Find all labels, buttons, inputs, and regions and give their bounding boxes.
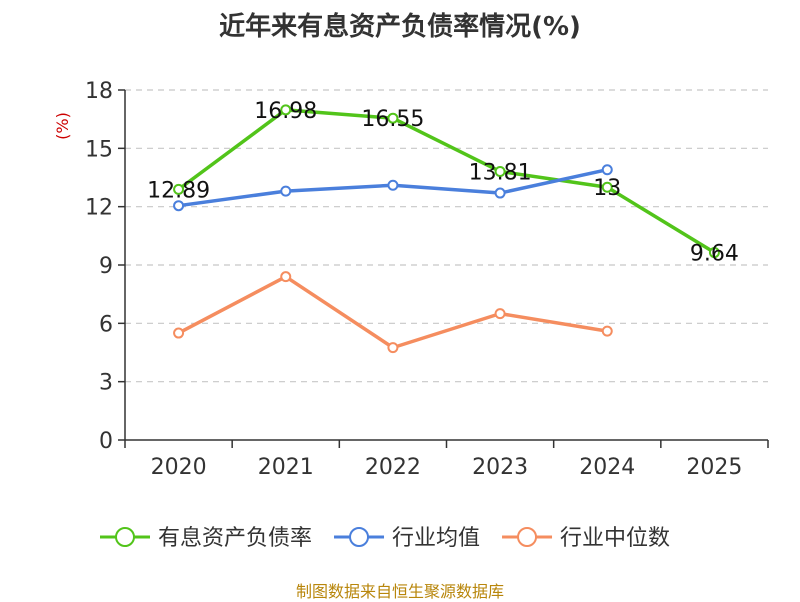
data-label: 16.98	[254, 99, 317, 124]
data-point	[173, 183, 185, 195]
x-tick-label: 2024	[579, 455, 635, 480]
data-point	[708, 247, 720, 259]
data-labels: 12.89 16.98 16.55 13.81 13 9.64	[147, 99, 739, 267]
data-label: 9.64	[690, 242, 739, 267]
legend-marker-0	[115, 527, 135, 547]
y-tick-label: 0	[99, 429, 113, 454]
x-tick-label: 2022	[365, 455, 421, 480]
data-point	[387, 112, 399, 124]
x-tick-label: 2023	[472, 455, 528, 480]
data-point	[387, 342, 399, 354]
data-point	[494, 308, 506, 320]
series-line-2	[177, 274, 608, 350]
data-label: 13	[593, 176, 621, 201]
data-point	[601, 325, 613, 337]
y-tick-label: 3	[99, 371, 113, 396]
data-point	[173, 327, 185, 339]
grid-lines	[125, 89, 768, 383]
y-tick-label: 18	[85, 79, 113, 104]
data-label: 13.81	[469, 160, 532, 185]
x-tick-label: 2020	[151, 455, 207, 480]
legend-label-0: 有息资产负债率	[158, 526, 312, 551]
data-point	[601, 181, 613, 193]
y-tick-label: 15	[85, 137, 113, 162]
y-tick-label: 9	[99, 254, 113, 279]
series-lines	[173, 104, 720, 354]
data-point	[280, 271, 292, 283]
x-tick-label: 2021	[258, 455, 314, 480]
x-tick-label: 2025	[686, 455, 742, 480]
series-line-0	[177, 108, 716, 255]
y-axis-label: (%)	[53, 112, 72, 140]
y-tick-label: 6	[99, 312, 113, 337]
data-point	[387, 179, 399, 191]
legend-marker-2	[517, 527, 538, 547]
data-point	[601, 164, 613, 176]
legend-label-2: 行业中位数	[560, 526, 670, 551]
legend-label-1: 行业均值	[392, 526, 480, 551]
data-label: 12.89	[147, 178, 210, 203]
data-source-note: 制图数据来自恒生聚源数据库	[295, 582, 504, 601]
legend-marker-1	[349, 527, 370, 547]
data-point	[280, 185, 292, 197]
chart-title: 近年来有息资产负债率情况(%)	[219, 12, 581, 42]
legend: 有息资产负债率 行业均值 行业中位数	[100, 526, 670, 551]
axes: 0 3 6 9 12 15 18 2020 2021 2022 2023 2024 2025	[85, 79, 769, 480]
data-point	[280, 104, 292, 116]
data-point	[173, 200, 185, 212]
y-tick-label: 12	[85, 196, 113, 221]
data-label: 16.55	[361, 107, 424, 132]
data-point	[494, 187, 506, 199]
data-point	[494, 165, 506, 177]
